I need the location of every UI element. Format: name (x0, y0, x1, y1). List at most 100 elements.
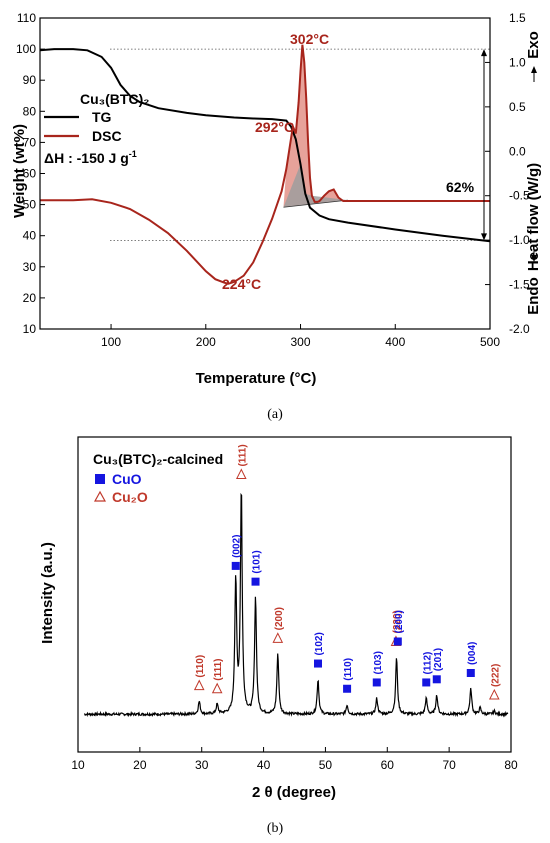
data-lines (39, 44, 491, 285)
x-tick-label: 80 (504, 758, 518, 772)
y2-tick-label: -1.5 (509, 278, 530, 292)
phase-markers: (110) (111) (002) (111) (101) (200) (102) (110)… (193, 444, 501, 700)
cu2o-marker (211, 682, 223, 694)
legend-a-title: Cu₃(BTC)₂ (80, 91, 149, 107)
x-tick-label: 10 (71, 758, 85, 772)
peak-index-label: (002) (232, 535, 243, 558)
y2-tick-label: 0.5 (509, 100, 526, 114)
y-tick-label: 10 (23, 322, 37, 336)
y2-tick-label: -2.0 (509, 322, 530, 336)
annotation-arrows (481, 49, 487, 241)
cuo-marker (422, 678, 431, 687)
x-tick-label: 100 (101, 335, 121, 349)
legend-cuo-swatch (95, 474, 105, 484)
cu2o-marker (488, 688, 500, 700)
legend-cu2o-swatch (93, 490, 107, 502)
plot-frame (77, 436, 512, 753)
peak-index-label: (200) (394, 610, 405, 633)
x-tick-label: 200 (196, 335, 216, 349)
legend-b-title: Cu₃(BTC)₂-calcined (93, 451, 223, 467)
integration-baseline (283, 199, 348, 208)
x-axis-label: Temperature (°C) (196, 370, 317, 387)
y-tick-label: 30 (23, 260, 37, 274)
x-tick-label: 70 (442, 758, 456, 772)
mass-loss-label: 62% (446, 179, 475, 195)
dsc-peak-fill (283, 44, 348, 208)
y-tick-label: 90 (23, 73, 37, 87)
peak-index-label: (110) (343, 658, 354, 681)
cuo-marker (314, 659, 323, 668)
y-axis-label: Intensity (a.u.) (39, 542, 56, 644)
mass-loss-arrowhead-top (481, 49, 487, 57)
y-tick-label: 110 (17, 11, 36, 25)
x-tick-label: 30 (195, 758, 209, 772)
exo-label: Exo (525, 31, 542, 59)
x-tick-label: 500 (480, 335, 500, 349)
y2-tick-label: -0.5 (509, 189, 530, 203)
peak-index-label: (222) (490, 664, 501, 687)
y2-tick-label: 1.0 (509, 55, 526, 69)
reference-lines (110, 48, 490, 241)
y-tick-label: 80 (23, 104, 37, 118)
xrd-pattern (83, 492, 509, 718)
cuo-marker (343, 684, 352, 693)
peak-index-label: (112) (422, 652, 433, 675)
y-tick-label: 20 (23, 291, 37, 305)
legend-dsc-label: DSC (92, 128, 122, 144)
y-tick-label: 50 (23, 198, 37, 212)
exo-endo-arrows (531, 66, 537, 262)
peak-index-label: (101) (252, 550, 263, 573)
cuo-marker (432, 675, 441, 684)
cu2o-marker (193, 679, 205, 691)
x-axis-label: 2 θ (degree) (252, 784, 336, 801)
y2-ticks: -2.0 -1.5 -1.0 -0.5 0.0 0.5 1.0 1.5 (485, 11, 530, 336)
integrated-area-shading (283, 164, 348, 208)
peak-302-label: 302°C (290, 31, 329, 47)
y-tick-label: 40 (23, 229, 37, 243)
peak-index-label: (102) (314, 632, 325, 655)
peak-292-label: 292°C (255, 119, 294, 135)
cuo-marker (466, 669, 475, 677)
peak-index-label: (103) (373, 651, 384, 674)
cuo-marker (372, 678, 381, 687)
caption-b: (b) (267, 821, 284, 836)
xrd-curve (83, 492, 509, 718)
x-tick-label: 300 (291, 335, 311, 349)
x-ticks: 100 200 300 400 500 (101, 324, 500, 349)
cuo-marker (251, 577, 260, 586)
peak-index-label: (111) (237, 444, 248, 466)
x-tick-label: 20 (133, 758, 147, 772)
y-tick-label: 60 (23, 167, 37, 181)
x-tick-label: 40 (257, 758, 271, 772)
y-tick-label: 70 (23, 135, 37, 149)
dsc-curve (40, 44, 490, 285)
peak-index-label: (111) (213, 659, 224, 681)
caption-a: (a) (267, 407, 283, 422)
delta-h-superscript: -1 (129, 149, 137, 159)
panel-a-thermal-analysis: 100 200 300 400 500 10 20 30 40 50 60 70 80 90 100 110… (11, 11, 542, 422)
x-tick-label: 60 (381, 758, 395, 772)
peak-index-label: (004) (467, 642, 478, 665)
legend-tg-label: TG (92, 109, 112, 125)
peak-index-label: (110) (195, 655, 206, 678)
dip-224-label: 224°C (222, 276, 261, 292)
y2-tick-label: 0.0 (509, 144, 526, 158)
x-tick-label: 400 (385, 335, 405, 349)
x-ticks: 10 20 30 40 50 60 70 80 (71, 747, 518, 772)
cu2o-marker (235, 468, 247, 480)
legend-cuo-label: CuO (112, 471, 142, 487)
mass-loss-arrowhead-bottom (481, 233, 487, 241)
y2-tick-label: 1.5 (509, 11, 526, 25)
cuo-marker (231, 561, 240, 570)
endo-label: Endo (525, 277, 542, 315)
y-tick-label: 100 (16, 42, 36, 56)
peak-index-label: (220) (392, 610, 403, 633)
peak-index-label: (200) (274, 607, 285, 630)
y2-tick-label: -1.0 (509, 233, 530, 247)
x-tick-label: 50 (319, 758, 333, 772)
y-ticks: 10 20 30 40 50 60 70 80 90 100 110 (16, 11, 45, 336)
delta-h-text: ΔH : -150 J g (44, 150, 129, 166)
cuo-marker (393, 637, 402, 646)
peak-index-label: (201) (433, 648, 444, 671)
y2-axis-label: Heat flow (W/g) (525, 163, 542, 271)
